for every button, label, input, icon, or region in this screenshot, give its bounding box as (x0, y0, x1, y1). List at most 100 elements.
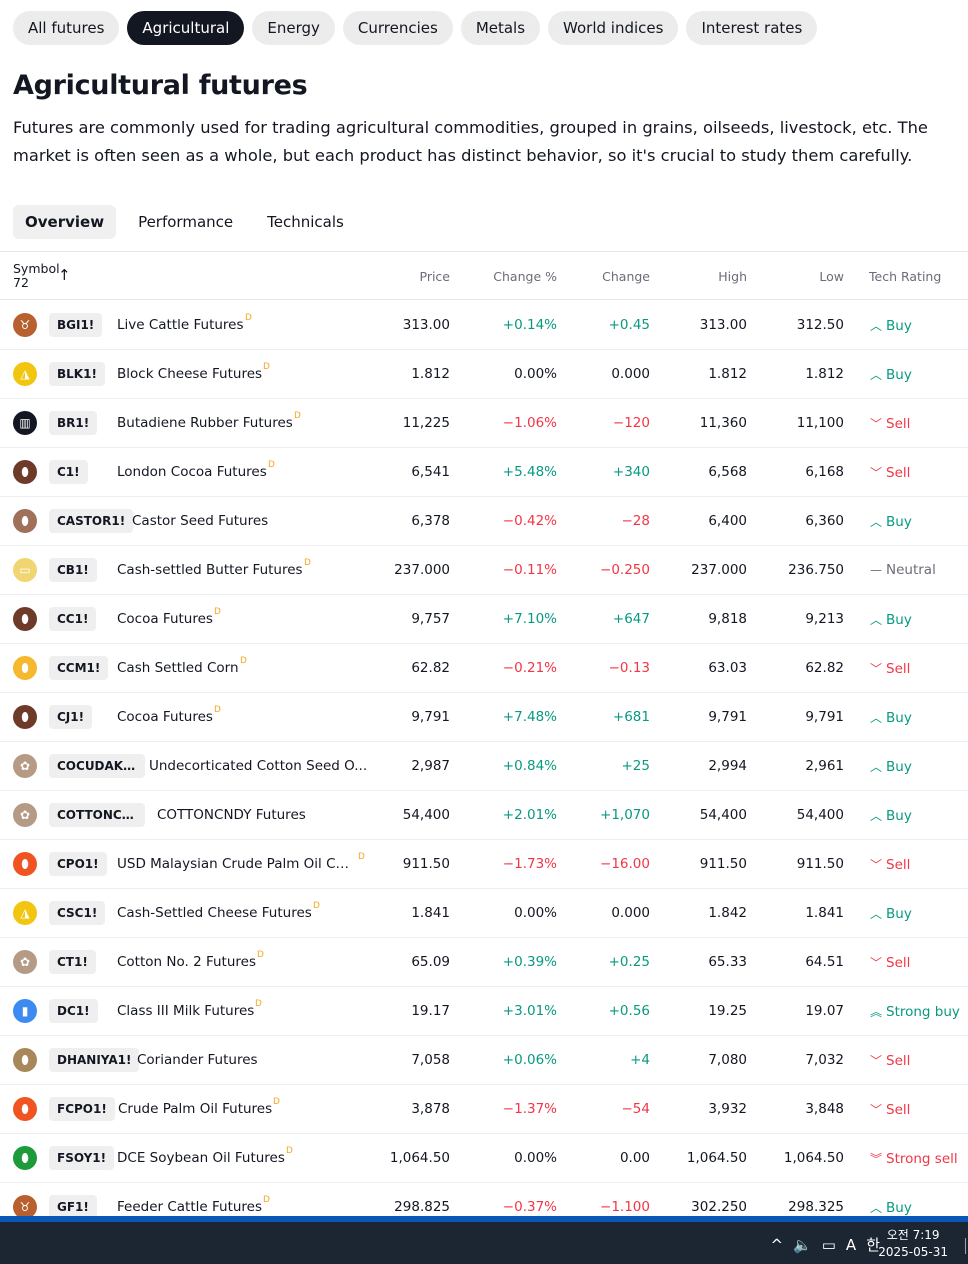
category-tab-energy[interactable]: Energy (252, 11, 335, 45)
network-icon[interactable]: ▭ (821, 1235, 836, 1254)
ticker-symbol[interactable]: CASTOR1! (49, 509, 134, 533)
table-row[interactable]: ◮ BLK1! Block Cheese Futures D 1.812 0.00% 0.0… (0, 350, 968, 399)
ticker-symbol[interactable]: CCM1! (49, 656, 109, 680)
table-row[interactable]: ⬮ CJ1! Cocoa Futures D 9,791 +7.48% +681 9,791 9… (0, 693, 968, 742)
tech-rating-cell: ﹀ Sell (870, 1101, 910, 1118)
category-tab-all-futures[interactable]: All futures (13, 11, 120, 45)
instrument-name[interactable]: Cotton No. 2 Futures (117, 954, 256, 970)
instrument-name[interactable]: Cash-settled Butter Futures (117, 562, 303, 578)
table-row[interactable]: ◮ CSC1! Cash-Settled Cheese Futures D 1.841 0… (0, 889, 968, 938)
change-pct-column-header[interactable]: Change % (493, 269, 557, 284)
arrow-up-icon[interactable]: ↑ (58, 266, 71, 284)
table-row[interactable]: ♉ BGI1! Live Cattle Futures D 313.00 +0.14% +0… (0, 301, 968, 350)
tech-rating-cell: ︿ Buy (870, 317, 912, 334)
table-row[interactable]: ▭ CB1! Cash-settled Butter Futures D 237.000… (0, 546, 968, 595)
speaker-icon[interactable]: 🔈 (793, 1235, 812, 1254)
category-tab-currencies[interactable]: Currencies (342, 11, 453, 45)
ticker-symbol[interactable]: CPO1! (49, 852, 107, 876)
instrument-name[interactable]: Cocoa Futures (117, 611, 213, 627)
ticker-symbol[interactable]: CT1! (49, 950, 96, 974)
price-column-header[interactable]: Price (419, 269, 451, 284)
table-row[interactable]: ▮ DC1! Class III Milk Futures D 19.17 +3.01% +… (0, 987, 968, 1036)
table-row[interactable]: ⬮ CCM1! Cash Settled Corn D 62.82 −0.21% −0.13… (0, 644, 968, 693)
ticker-symbol[interactable]: BLK1! (49, 362, 105, 386)
table-row[interactable]: ▥ BR1! Butadiene Rubber Futures D 11,225 −1.0… (0, 399, 968, 448)
change-cell: +1,070 (600, 807, 650, 823)
category-tab-agricultural[interactable]: Agricultural (127, 11, 245, 45)
ime-korean-icon[interactable]: 한 (866, 1236, 880, 1254)
chevron-down-icon: ﹀ (870, 1103, 883, 1117)
ticker-symbol[interactable]: COCUDAKL1! (49, 754, 145, 778)
table-row[interactable]: ⬮ CASTOR1! Castor Seed Futures 6,378 −0.42% −… (0, 497, 968, 546)
low-column-header[interactable]: Low (819, 269, 844, 284)
ticker-symbol[interactable]: CSC1! (49, 901, 106, 925)
instrument-name[interactable]: USD Malaysian Crude Palm Oil Cal... (117, 856, 357, 872)
symbol-column-header[interactable]: Symbol 72 (13, 261, 60, 290)
chevron-up-icon[interactable]: ^ (770, 1235, 784, 1254)
instrument-name[interactable]: Feeder Cattle Futures (117, 1199, 263, 1215)
low-cell: 1.841 (805, 905, 844, 921)
tech-rating-cell: — Neutral (870, 562, 936, 578)
ime-a-icon[interactable]: A (845, 1235, 857, 1254)
table-row[interactable]: ⬮ CPO1! USD Malaysian Crude Palm Oil Cal..… (0, 840, 968, 889)
instrument-name[interactable]: Butadiene Rubber Futures (117, 415, 293, 431)
table-row[interactable]: ✿ COCUDAKL1! Undecorticated Cotton Seed O.… (0, 742, 968, 791)
instrument-name[interactable]: Cocoa Futures (117, 709, 213, 725)
taskbar-clock[interactable]: 오전 7:19 2025-05-31 (878, 1227, 948, 1261)
tech-rating-label: Buy (886, 367, 912, 383)
show-desktop-button[interactable] (965, 1238, 968, 1254)
ticker-symbol[interactable]: BR1! (49, 411, 98, 435)
tech-rating-column-header[interactable]: Tech Rating (869, 269, 942, 284)
tab-overview[interactable]: Overview (13, 205, 117, 239)
tech-rating-cell: ﹀ Sell (870, 660, 910, 677)
instrument-name[interactable]: Cash Settled Corn (117, 660, 239, 676)
low-cell: 3,848 (805, 1101, 844, 1117)
instrument-name[interactable]: Castor Seed Futures (132, 513, 269, 529)
table-row[interactable]: ⬮ CC1! Cocoa Futures D 9,757 +7.10% +647 9,818 9… (0, 595, 968, 644)
ticker-symbol[interactable]: DHANIYA1! (49, 1048, 140, 1072)
table-row[interactable]: ⬮ DHANIYA1! Coriander Futures 7,058 +0.06% +4… (0, 1036, 968, 1085)
table-row[interactable]: ⬮ FSOY1! DCE Soybean Oil Futures D 1,064.50 0… (0, 1134, 968, 1183)
change-cell: −16.00 (600, 856, 650, 872)
ticker-symbol[interactable]: CB1! (49, 558, 97, 582)
instrument-name[interactable]: Crude Palm Oil Futures (118, 1101, 273, 1117)
change-cell: +647 (612, 611, 650, 627)
ticker-symbol[interactable]: C1! (49, 460, 88, 484)
table-row[interactable]: ⬮ C1! London Cocoa Futures D 6,541 +5.48% +340… (0, 448, 968, 497)
ticker-symbol[interactable]: CC1! (49, 607, 97, 631)
view-tabs: Overview Performance Technicals (13, 205, 366, 239)
low-cell: 7,032 (805, 1052, 844, 1068)
instrument-name[interactable]: DCE Soybean Oil Futures (117, 1150, 285, 1166)
high-column-header[interactable]: High (718, 269, 747, 284)
instrument-name[interactable]: Coriander Futures (137, 1052, 258, 1068)
instrument-name[interactable]: Undecorticated Cotton Seed O... (149, 758, 368, 774)
table-row[interactable]: ✿ COTTONCND... COTTONCNDY Futures 54,400 +2.… (0, 791, 968, 840)
instrument-name[interactable]: Cash-Settled Cheese Futures (117, 905, 312, 921)
instrument-name[interactable]: Block Cheese Futures (117, 366, 263, 382)
high-cell: 11,360 (699, 415, 747, 431)
ticker-symbol[interactable]: CJ1! (49, 705, 93, 729)
table-row[interactable]: ⬮ FCPO1! Crude Palm Oil Futures D 3,878 −1.37… (0, 1085, 968, 1134)
category-tab-metals[interactable]: Metals (460, 11, 541, 45)
ticker-symbol[interactable]: BGI1! (49, 313, 103, 337)
ticker-symbol[interactable]: FCPO1! (49, 1097, 115, 1121)
ticker-symbol[interactable]: GF1! (49, 1195, 97, 1219)
category-tab-interest-rates[interactable]: Interest rates (686, 11, 818, 45)
change-column-header[interactable]: Change (602, 269, 650, 284)
ticker-symbol[interactable]: FSOY1! (49, 1146, 115, 1170)
instrument-name[interactable]: COTTONCNDY Futures (157, 807, 306, 823)
ticker-symbol[interactable]: DC1! (49, 999, 98, 1023)
instrument-name[interactable]: London Cocoa Futures (117, 464, 267, 480)
high-cell: 1.812 (708, 366, 747, 382)
ticker-symbol[interactable]: COTTONCND... (49, 803, 145, 827)
price-cell: 1,064.50 (389, 1150, 450, 1166)
tab-technicals[interactable]: Technicals (267, 213, 344, 231)
tab-performance[interactable]: Performance (138, 213, 234, 231)
instrument-name[interactable]: Class III Milk Futures (117, 1003, 255, 1019)
table-row[interactable]: ✿ CT1! Cotton No. 2 Futures D 65.09 +0.39% +0.… (0, 938, 968, 987)
instrument-name[interactable]: Live Cattle Futures (117, 317, 244, 333)
price-cell: 1.841 (411, 905, 450, 921)
category-tab-world-indices[interactable]: World indices (548, 11, 679, 45)
cocoa-icon: ⬮ (13, 705, 37, 729)
tech-rating-label: Buy (886, 808, 912, 824)
